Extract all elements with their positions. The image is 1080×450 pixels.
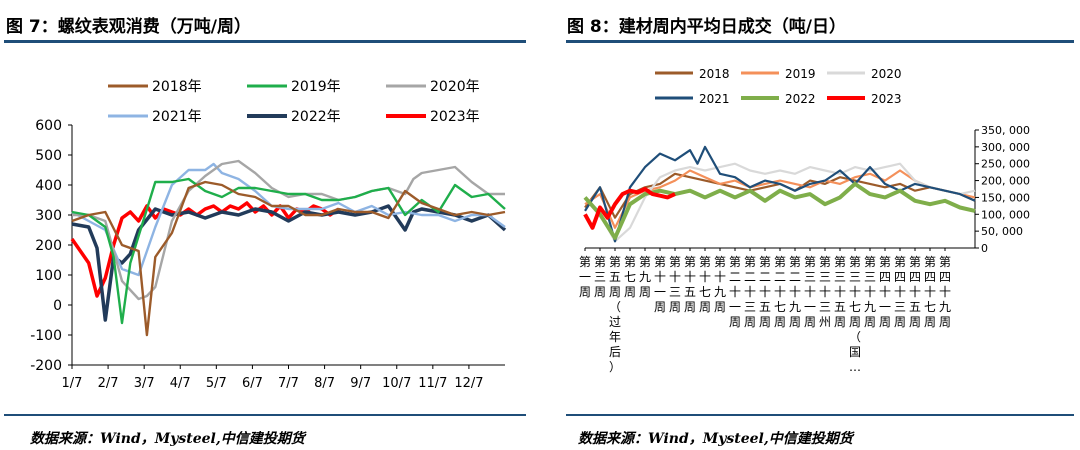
- left-x-tick-label: 2/7: [98, 376, 119, 391]
- right-y-tick-label: 0: [981, 242, 988, 255]
- right-source-note: 数据来源：Wind，Mysteel,中信建投期货: [578, 431, 853, 447]
- left-y-tick-label: 400: [35, 178, 62, 194]
- right-y-tick-label: 250, 000: [981, 158, 1030, 171]
- left-y-tick-label: -200: [30, 358, 62, 374]
- right-y-tick-label: 300, 000: [981, 141, 1030, 154]
- left-y-tick-label: 600: [35, 118, 62, 134]
- right-x-tick-label: 第二十九周: [789, 255, 801, 329]
- right-x-tick-label: 第二十七周: [774, 255, 786, 329]
- right-x-tick-label: 第二十三周: [744, 255, 756, 329]
- right-x-tick-label: 第十九周: [714, 255, 726, 314]
- left-legend-label: 2018年: [152, 79, 202, 95]
- right-chart: 0 50, 000 100, 000 150, 000 200, 000 250, 000…: [579, 67, 1030, 374]
- left-legend-label: 2022年: [291, 109, 341, 125]
- right-x-tick-label: 第十七周: [699, 255, 711, 314]
- left-series-line: [71, 180, 506, 337]
- right-legend-label: 2021: [699, 92, 730, 106]
- right-x-tick-label: 第十五周: [684, 255, 696, 314]
- left-series-line: [71, 204, 507, 322]
- right-legend-label: 2023: [871, 92, 902, 106]
- right-x-tick-label: 第七周: [624, 255, 636, 299]
- right-x-tick-label: 第十三周: [669, 255, 681, 314]
- right-legend-label: 2020: [871, 67, 902, 81]
- left-chart-title: 图 7：螺纹表观消费（万吨/周）: [6, 17, 251, 37]
- right-series-line: [584, 145, 976, 243]
- left-legend-label: 2020年: [430, 79, 480, 95]
- right-x-tick-label: 第四十三周: [894, 255, 906, 329]
- left-x-tick-label: 12/7: [454, 376, 483, 391]
- right-x-tick-label: 第二十一周: [729, 255, 741, 329]
- right-chart-title: 图 8：建材周内平均日成交（吨/日）: [567, 17, 846, 37]
- left-x-tick-label: 6/7: [242, 376, 263, 391]
- right-footer-rule: [566, 414, 1074, 416]
- left-x-tick-label: 3/7: [134, 376, 155, 391]
- right-series-line: [583, 187, 676, 230]
- right-x-tick-label: 第三十三州: [819, 255, 831, 329]
- left-y-tick-label: -100: [30, 328, 62, 344]
- right-y-tick-label: 100, 000: [981, 208, 1030, 221]
- left-y-tick-label: 500: [35, 148, 62, 164]
- right-x-tick-label: 第三周: [594, 255, 606, 299]
- left-y-tick-label: 300: [35, 208, 62, 224]
- right-x-tick-label: 第三十一周: [804, 255, 816, 329]
- right-x-tick-label: 第三十五周: [834, 255, 846, 329]
- left-x-tick-label: 5/7: [206, 376, 227, 391]
- right-x-tick-label: 第四十五周: [909, 255, 921, 329]
- right-title-rule: [566, 40, 1074, 43]
- left-x-tick-label: 9/7: [350, 376, 371, 391]
- left-y-tick-label: 200: [35, 238, 62, 254]
- right-x-tick-label: 第三十七周（国…: [849, 255, 861, 374]
- right-x-tick-label: 第一周: [579, 255, 591, 299]
- right-legend-label: 2022: [785, 92, 816, 106]
- right-x-tick-label: 第十一周: [654, 255, 666, 314]
- right-y-tick-label: 50, 000: [981, 225, 1023, 238]
- right-y-tick-label: 350, 000: [981, 124, 1030, 137]
- right-x-tick-label: 第四十七周: [924, 255, 936, 329]
- left-x-tick-label: 8/7: [314, 376, 335, 391]
- right-y-tick-label: 150, 000: [981, 191, 1030, 204]
- left-x-tick-label: 11/7: [418, 376, 447, 391]
- left-x-tick-label: 10/7: [382, 376, 411, 391]
- left-legend-label: 2021年: [152, 109, 202, 125]
- left-title-rule: [4, 40, 526, 43]
- left-y-tick-label: 100: [35, 268, 62, 284]
- right-y-tick-label: 200, 000: [981, 175, 1030, 188]
- right-legend-label: 2018: [699, 67, 730, 81]
- right-x-tick-label: 第四十一周: [879, 255, 891, 329]
- right-legend-label: 2019: [785, 67, 816, 81]
- left-footer-rule: [4, 414, 526, 416]
- left-legend-label: 2023年: [430, 109, 480, 125]
- left-chart: -200 -100 0 100 200 300 400 500 600 1/7 2/7 3/7 4/7 5…: [30, 79, 507, 391]
- right-x-tick-label: 第九周: [639, 255, 651, 299]
- left-y-tick-label: 0: [53, 298, 62, 314]
- right-x-tick-label: 第四十九周: [939, 255, 951, 329]
- right-x-tick-label: 第三十九周: [864, 255, 876, 329]
- right-x-tick-label: 第五周（过年后）: [609, 255, 621, 374]
- left-source-note: 数据来源：Wind，Mysteel,中信建投期货: [30, 431, 305, 447]
- left-x-tick-label: 7/7: [278, 376, 299, 391]
- left-x-tick-label: 1/7: [62, 376, 83, 391]
- left-series-line: [71, 162, 506, 277]
- left-legend-label: 2019年: [291, 79, 341, 95]
- right-x-tick-label: 第二十五周: [759, 255, 771, 329]
- left-x-tick-label: 4/7: [170, 376, 191, 391]
